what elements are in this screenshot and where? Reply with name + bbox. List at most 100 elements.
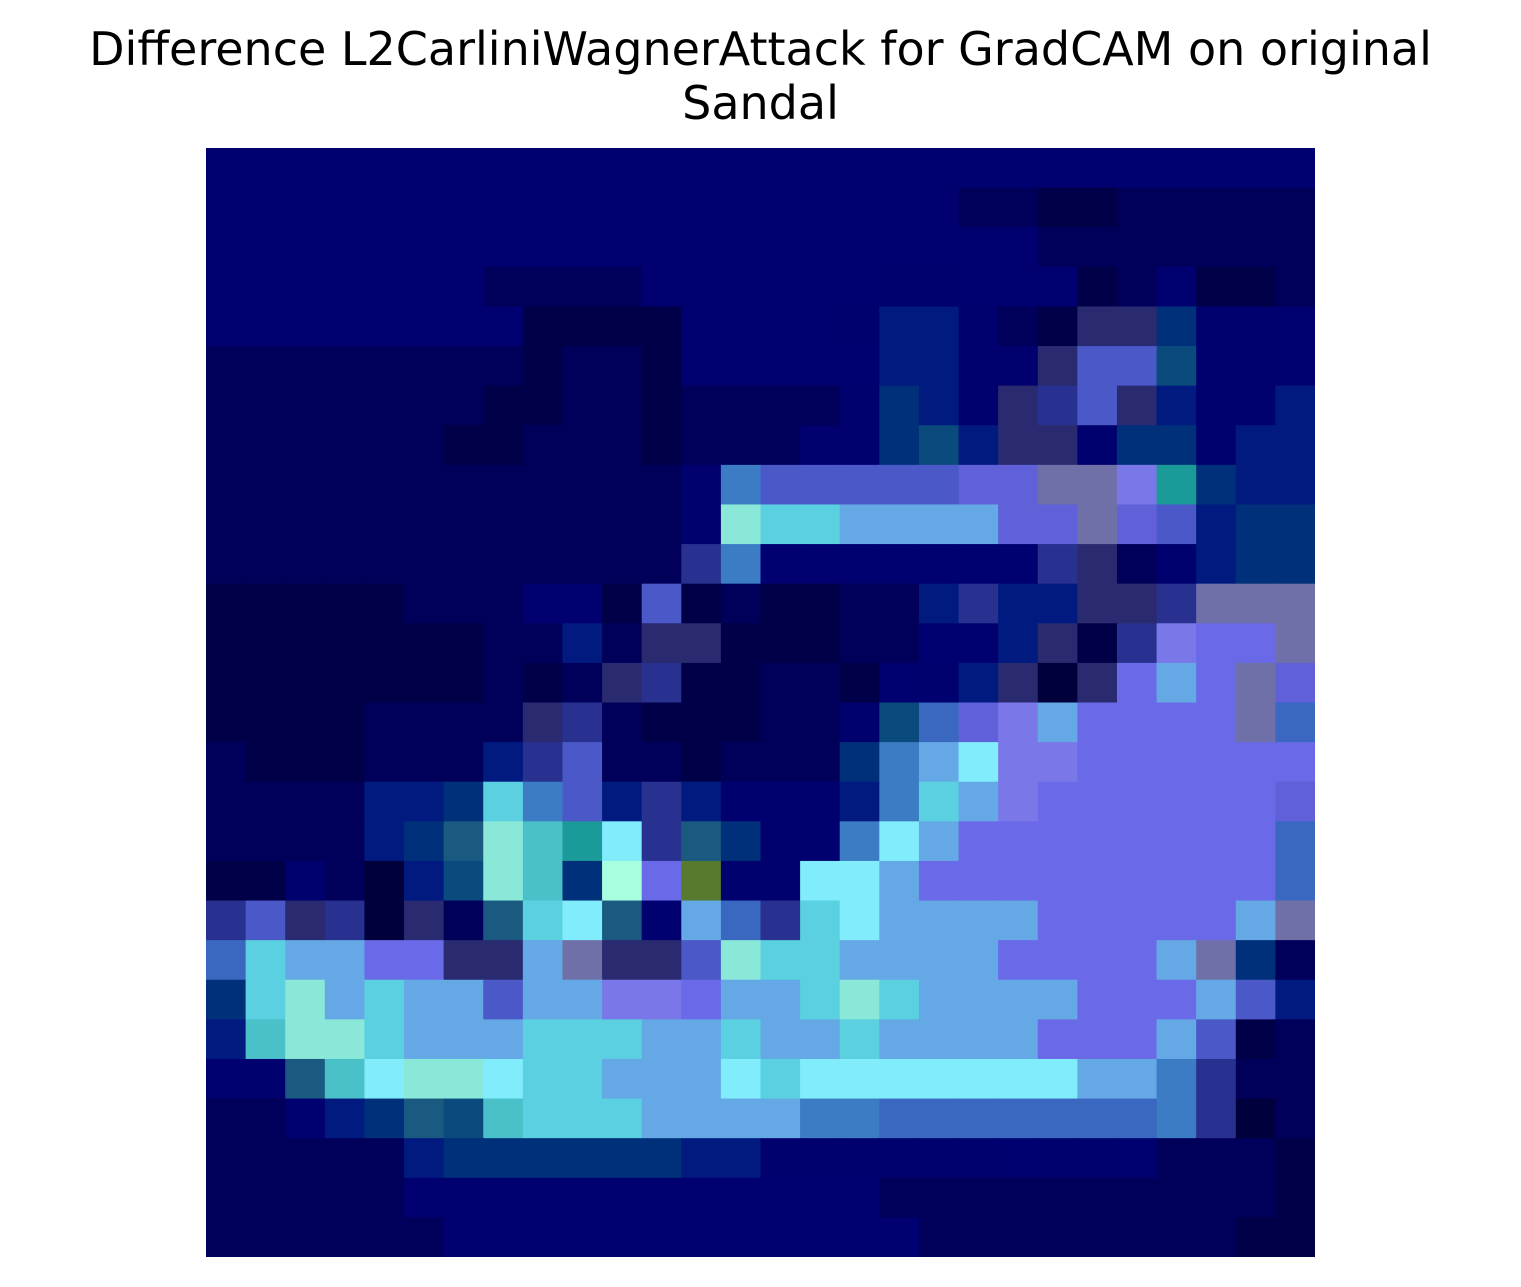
heatmap-cell: [245, 306, 286, 347]
heatmap-cell: [800, 227, 841, 268]
heatmap-cell: [1275, 306, 1315, 347]
heatmap-cell: [364, 266, 405, 308]
heatmap-cell: [285, 781, 326, 822]
heatmap-cell: [483, 544, 524, 585]
heatmap-cell: [483, 187, 524, 228]
heatmap-cell: [364, 227, 405, 268]
heatmap-cell: [602, 306, 643, 347]
heatmap-cell: [1077, 425, 1118, 466]
heatmap-cell: [602, 227, 643, 268]
heatmap-cell: [918, 1058, 960, 1100]
heatmap-cell: [681, 346, 722, 387]
heatmap-cell: [1275, 860, 1315, 902]
heatmap-cell: [562, 1177, 603, 1218]
heatmap-cell: [641, 187, 682, 228]
heatmap-cell: [641, 464, 682, 506]
heatmap-cell: [483, 742, 524, 783]
heatmap-cell: [918, 464, 960, 506]
heatmap-cell: [800, 940, 841, 981]
heatmap-cell: [998, 1138, 1039, 1179]
heatmap-cell: [800, 346, 841, 387]
heatmap-cell: [1077, 1058, 1118, 1100]
heatmap-cell: [285, 266, 326, 308]
heatmap-cell: [1156, 623, 1197, 664]
heatmap-cell: [206, 1177, 247, 1218]
heatmap-cell: [839, 821, 880, 862]
heatmap-cell: [839, 1177, 880, 1218]
heatmap-cell: [245, 662, 286, 704]
heatmap-cell: [800, 1177, 841, 1218]
heatmap-cell: [1077, 306, 1118, 347]
heatmap-cell: [443, 702, 484, 743]
heatmap-cell: [324, 900, 366, 941]
heatmap-cell: [1156, 1058, 1197, 1100]
heatmap-cell: [879, 306, 920, 347]
heatmap-cell: [522, 464, 564, 506]
heatmap-cell: [1077, 662, 1118, 704]
heatmap-cell: [1077, 1138, 1118, 1179]
heatmap-cell: [1196, 781, 1237, 822]
heatmap-cell: [562, 940, 603, 981]
heatmap-cell: [720, 1138, 762, 1179]
heatmap-cell: [404, 266, 445, 308]
heatmap-cell: [918, 702, 960, 743]
heatmap-cell: [1196, 148, 1237, 189]
heatmap-cell: [364, 742, 405, 783]
heatmap-cell: [1156, 860, 1197, 902]
heatmap-cell: [720, 187, 762, 228]
heatmap-cell: [1037, 1177, 1078, 1218]
heatmap-cell: [998, 742, 1039, 783]
heatmap-cell: [1275, 266, 1315, 308]
heatmap-cell: [483, 1177, 524, 1218]
heatmap-cell: [1116, 544, 1158, 585]
heatmap-cell: [1235, 860, 1276, 902]
heatmap-cell: [602, 662, 643, 704]
heatmap-cell: [562, 979, 603, 1020]
heatmap-cell: [602, 979, 643, 1020]
heatmap-cell: [998, 781, 1039, 822]
heatmap-cell: [1196, 385, 1237, 426]
heatmap-cell: [404, 346, 445, 387]
heatmap-cell: [918, 781, 960, 822]
heatmap-cell: [958, 346, 999, 387]
heatmap-cell: [1275, 1138, 1315, 1179]
heatmap-cell: [760, 623, 801, 664]
heatmap-cell: [1116, 504, 1158, 545]
heatmap-cell: [285, 544, 326, 585]
heatmap-cell: [443, 1177, 484, 1218]
heatmap-cell: [404, 1058, 445, 1100]
heatmap-cell: [1275, 464, 1315, 506]
heatmap-cell: [800, 742, 841, 783]
heatmap-cell: [1156, 148, 1197, 189]
heatmap-cell: [562, 860, 603, 902]
heatmap-cell: [443, 1098, 484, 1139]
heatmap-cell: [958, 979, 999, 1020]
heatmap-cell: [602, 623, 643, 664]
heatmap-cell: [522, 940, 564, 981]
heatmap-cell: [958, 583, 999, 624]
heatmap-cell: [958, 702, 999, 743]
heatmap-cell: [602, 346, 643, 387]
heatmap-cell: [879, 227, 920, 268]
heatmap-cell: [879, 900, 920, 941]
heatmap-cell: [681, 900, 722, 941]
heatmap-cell: [245, 148, 286, 189]
heatmap-cell: [879, 583, 920, 624]
heatmap-cell: [641, 504, 682, 545]
heatmap-cell: [1116, 1138, 1158, 1179]
heatmap-cell: [958, 860, 999, 902]
heatmap-cell: [364, 900, 405, 941]
heatmap-cell: [1077, 1019, 1118, 1060]
heatmap-cell: [958, 1217, 999, 1257]
heatmap-cell: [245, 425, 286, 466]
heatmap-cell: [562, 227, 603, 268]
heatmap-cell: [1196, 504, 1237, 545]
heatmap-cell: [1037, 742, 1078, 783]
heatmap-cell: [641, 1217, 682, 1257]
heatmap-cell: [1275, 187, 1315, 228]
heatmap-cell: [206, 742, 247, 783]
heatmap-cell: [245, 385, 286, 426]
heatmap-cell: [562, 464, 603, 506]
heatmap-cell: [958, 187, 999, 228]
heatmap-cell: [918, 187, 960, 228]
